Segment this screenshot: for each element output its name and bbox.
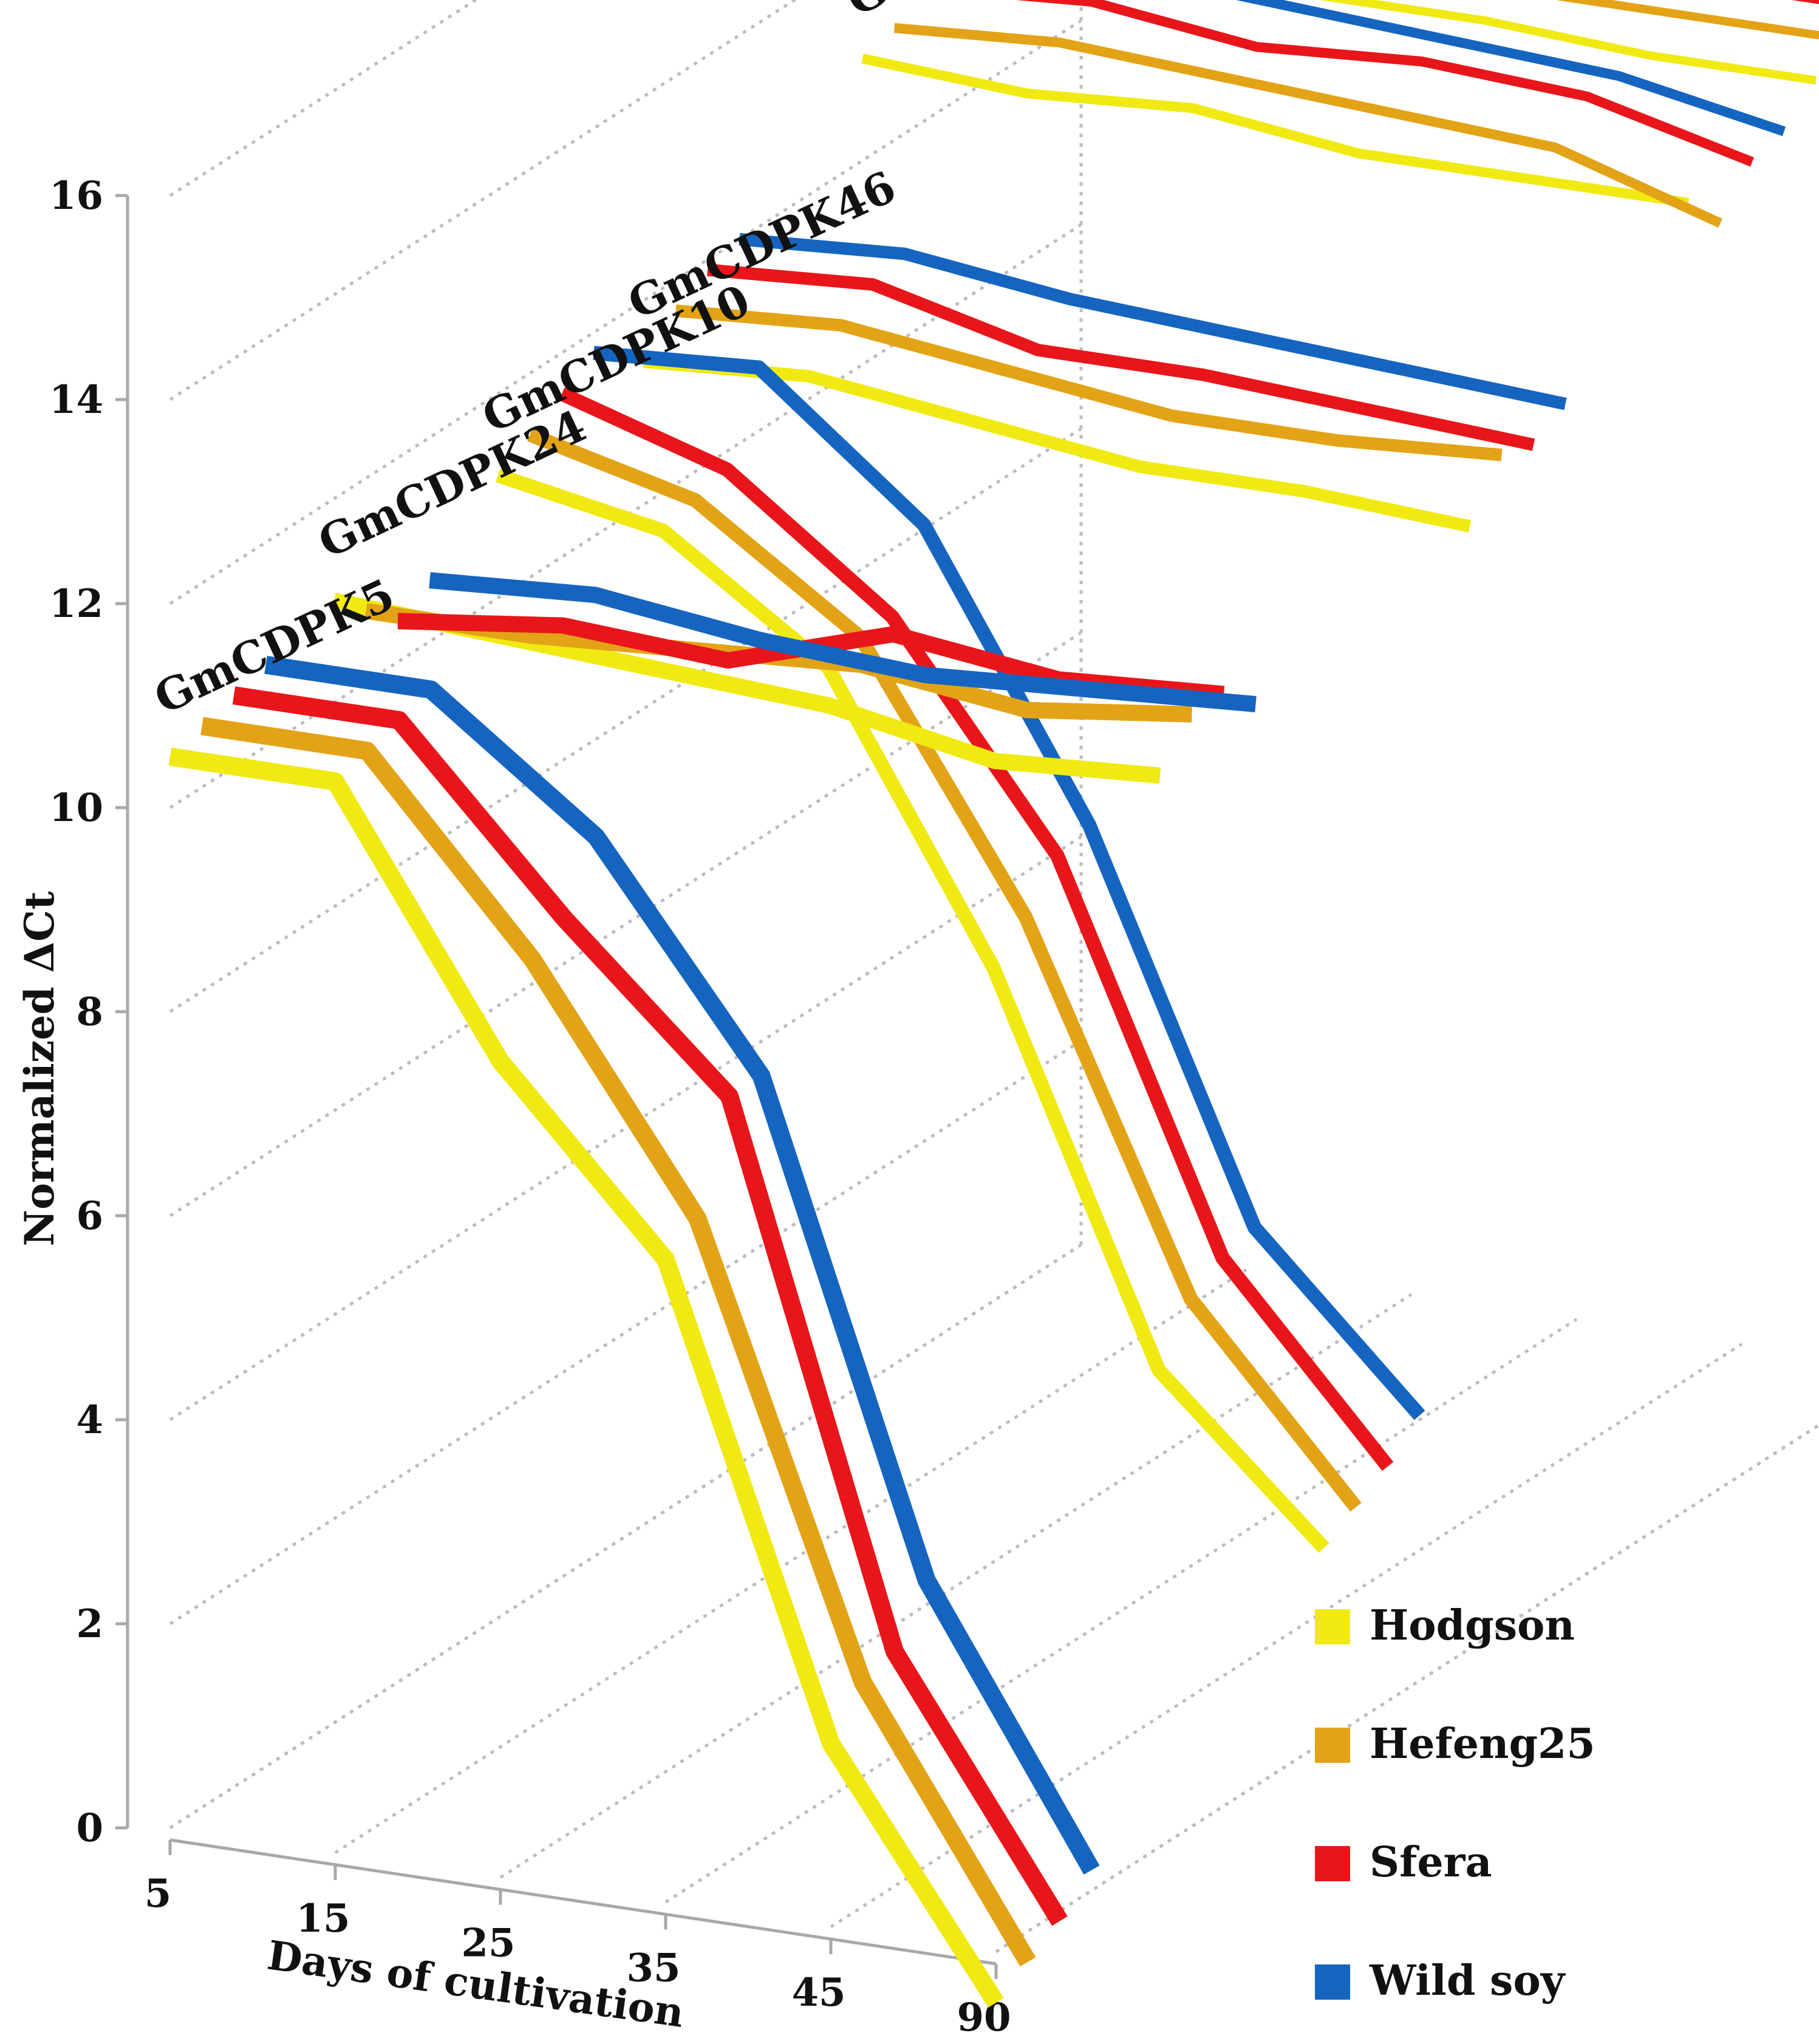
x-tick-label-25: 25 <box>461 1921 515 1966</box>
grid-floor-x-15 <box>334 1268 1247 1854</box>
legend-swatch-hefeng25 <box>1315 1728 1350 1763</box>
grid-floor-x-25 <box>499 1293 1413 1879</box>
series-line-gmcdpk10-sfera <box>559 387 1394 1471</box>
series-line-gmcdpk10-hefeng25 <box>527 428 1362 1512</box>
x-tick-label-35: 35 <box>626 1945 680 1991</box>
series-line-gmcdpk46-wild-soy <box>739 233 1567 411</box>
series-line-gmcdpk27-hefeng25 <box>893 22 1722 228</box>
grid-line-y-4 <box>169 835 1082 1422</box>
grid-line-y-6 <box>169 631 1082 1218</box>
y-tick-label-0: 0 <box>76 1805 103 1851</box>
series-line-gmcdpk27-wild-soy <box>1235 0 1786 137</box>
grid-layer <box>169 0 1819 1954</box>
legend: Hodgson Hefeng25 Sfera Wild soy <box>1315 1601 1595 2005</box>
x-tick-label-15: 15 <box>296 1896 350 1941</box>
y-tick-label-14: 14 <box>49 377 103 423</box>
series-line-gmcdpk27-sfera <box>1015 0 1755 167</box>
series-line-gmcdpk27-hodgson <box>861 53 1690 208</box>
legend-label-wild-soy: Wild soy <box>1369 1957 1566 2005</box>
x-axis-line <box>169 1838 997 1966</box>
x-tick-label-5: 5 <box>145 1871 172 1916</box>
legend-label-sfera: Sfera <box>1370 1838 1492 1887</box>
series-line-gmcdpk48-hefeng25 <box>1555 0 1819 40</box>
legend-swatch-sfera <box>1315 1846 1350 1881</box>
legend-swatch-hodgson <box>1315 1609 1350 1644</box>
y-tick-label-6: 6 <box>76 1193 103 1239</box>
series-line-gmcdpk5-hefeng25 <box>200 717 1036 1967</box>
x-tick-label-90: 90 <box>957 1995 1011 2040</box>
series-line-gmcdpk5-hodgson <box>168 748 1004 2008</box>
series-line-gmcdpk46-sfera <box>707 264 1535 451</box>
y-tick-label-16: 16 <box>49 173 103 219</box>
y-tick-label-10: 10 <box>49 785 103 831</box>
grid-line-y-2 <box>169 1039 1082 1626</box>
legend-label-hefeng25: Hefeng25 <box>1370 1720 1595 1768</box>
x-tick-label-45: 45 <box>791 1970 845 2015</box>
series-line-gmcdpk46-hodgson <box>643 355 1472 533</box>
legend-label-hodgson: Hodgson <box>1370 1601 1575 1650</box>
series-line-gmcdpk46-hefeng25 <box>675 304 1503 462</box>
series-line-gmcdpk24-wild-soy <box>429 572 1257 712</box>
series-line-gmcdpk48-hodgson <box>1319 0 1817 85</box>
series-line-gmcdpk10-hodgson <box>496 468 1329 1553</box>
y-tick-label-8: 8 <box>76 989 103 1035</box>
series-layer <box>168 0 1819 2008</box>
y-tick-label-4: 4 <box>76 1397 103 1443</box>
y-tick-label-2: 2 <box>76 1601 103 1647</box>
series-line-gmcdpk5-wild-soy <box>264 655 1100 1875</box>
legend-swatch-wild-soy <box>1315 1964 1350 2000</box>
series-line-gmcdpk48-sfera <box>1791 0 1819 4</box>
y-axis-title: Normalized ΔCt <box>16 891 63 1246</box>
series-line-gmcdpk5-sfera <box>232 686 1068 1926</box>
y-tick-label-12: 12 <box>49 581 103 627</box>
